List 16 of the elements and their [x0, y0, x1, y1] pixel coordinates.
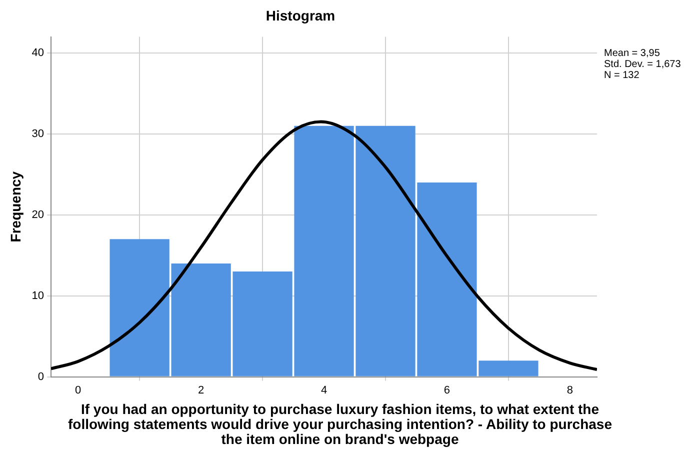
- text: Mean = 3,95: [604, 48, 661, 59]
- y-axis-title: Frequency: [7, 171, 24, 242]
- chart-title: Histogram: [266, 7, 336, 24]
- text: N = 132: [604, 70, 640, 81]
- x-axis-title: If you had an opportunity to purchase luxury fashion items, to what extent the following statements would drive your purchasing intention? - Ability to purchase the item online on brand's webpage: [67, 401, 613, 447]
- x-tick-label: 8: [566, 384, 574, 396]
- x-tick-label: 6: [444, 384, 450, 396]
- y-tick-label: 10: [32, 290, 44, 302]
- x-tick-label: 4: [320, 384, 328, 396]
- y-tick-label: 0: [38, 370, 44, 383]
- x-tick-label: 0: [75, 384, 82, 396]
- y-tick-label: 40: [32, 47, 44, 60]
- y-tick-label: 30: [32, 128, 44, 140]
- x-tick-label: 2: [198, 384, 204, 396]
- y-tick-label: 20: [32, 208, 44, 221]
- text: Std. Dev. = 1,673: [604, 59, 681, 70]
